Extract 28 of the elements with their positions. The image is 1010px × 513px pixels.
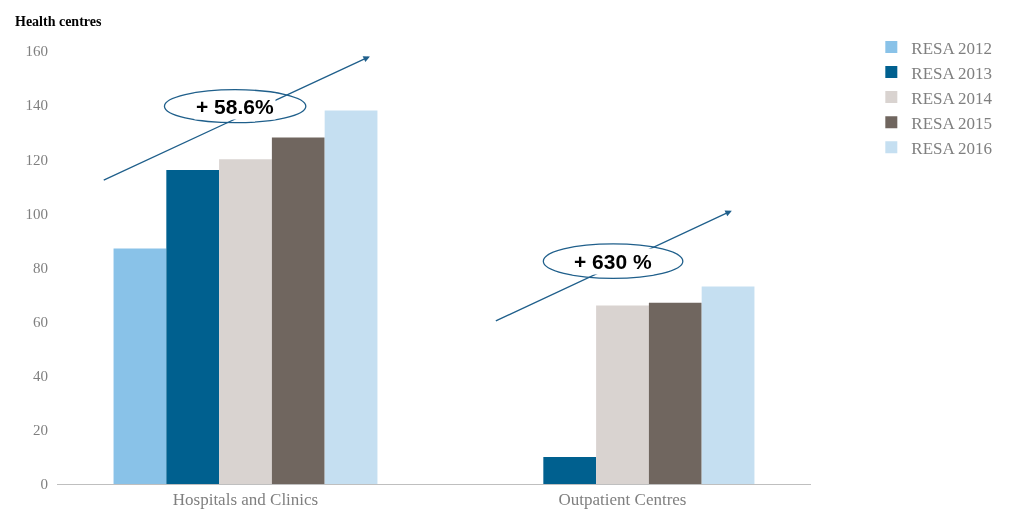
bar xyxy=(113,248,167,484)
y-tick-label: 160 xyxy=(25,43,48,60)
y-tick-label: 20 xyxy=(33,422,48,439)
bar xyxy=(648,302,702,484)
legend-label: RESA 2012 xyxy=(911,38,993,58)
y-tick-label: 80 xyxy=(33,259,48,276)
y-tick-label: 100 xyxy=(25,205,48,222)
legend-label: RESA 2013 xyxy=(911,63,993,83)
legend-label: RESA 2016 xyxy=(911,138,993,158)
y-tick-label: 60 xyxy=(33,313,48,330)
x-tick-label: Outpatient Centres xyxy=(558,490,687,510)
y-tick-label: 140 xyxy=(25,97,48,114)
legend-label: RESA 2015 xyxy=(911,113,993,133)
bar xyxy=(701,286,755,484)
y-axis-title: Health centres xyxy=(15,14,102,29)
y-tick-label: 120 xyxy=(25,151,48,168)
bar xyxy=(271,137,325,484)
bar xyxy=(219,159,272,484)
bar xyxy=(166,170,220,484)
legend-label: RESA 2014 xyxy=(911,88,993,108)
annotation: + 58.6% xyxy=(196,95,274,118)
x-tick-label: Hospitals and Clinics xyxy=(172,490,319,510)
bar xyxy=(324,110,378,484)
bar xyxy=(596,305,649,484)
y-tick-label: 0 xyxy=(40,476,48,493)
bar xyxy=(543,456,597,484)
annotation: + 630 % xyxy=(574,250,652,273)
y-tick-label: 40 xyxy=(33,368,48,384)
